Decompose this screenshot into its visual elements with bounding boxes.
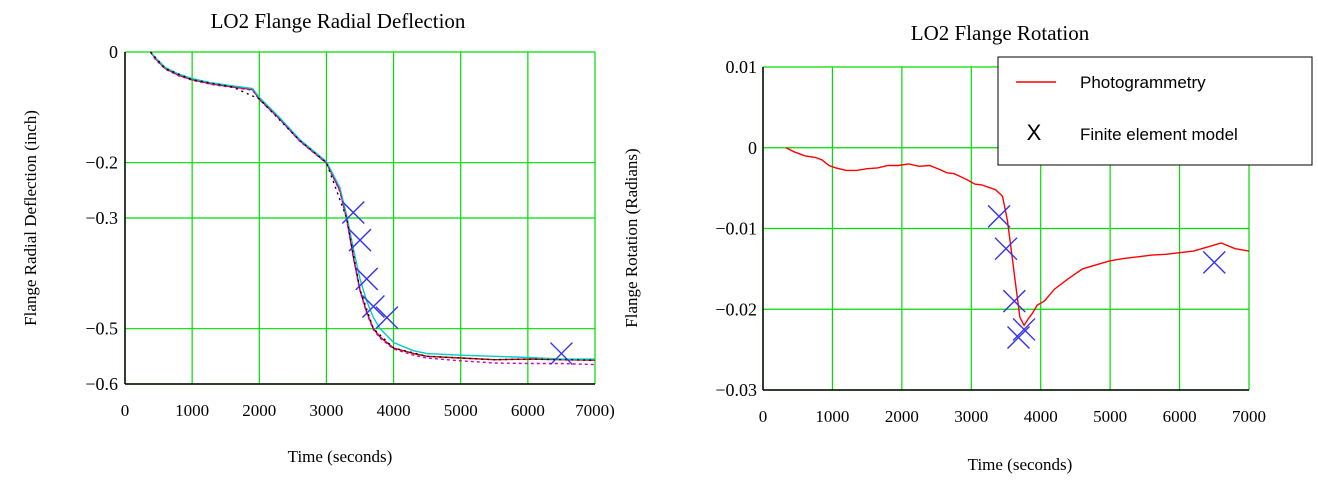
data-marker-x bbox=[1002, 289, 1026, 313]
y-tick-label: 0 bbox=[748, 138, 757, 158]
x-axis-label: Time (seconds) bbox=[968, 455, 1073, 474]
x-tick-label: 1000 bbox=[175, 401, 209, 420]
x-tick-label: 2000 bbox=[242, 401, 276, 420]
series-line-4 bbox=[149, 51, 596, 361]
axes-frame bbox=[762, 67, 1249, 391]
marker-group bbox=[341, 200, 573, 366]
y-tick-label: −0.3 bbox=[85, 208, 118, 228]
x-tick-label: 6000 bbox=[511, 401, 545, 420]
data-marker-x bbox=[361, 295, 385, 319]
x-tick-label: 5000 bbox=[1093, 407, 1127, 426]
legend-box bbox=[997, 56, 1313, 166]
legend-x-symbol: X bbox=[1027, 120, 1042, 145]
grid-lines bbox=[124, 51, 596, 385]
axes-frame bbox=[124, 52, 595, 385]
y-axis-label: Flange Radial Deflection (inch) bbox=[21, 110, 40, 326]
chart-title: LO2 Flange Radial Deflection bbox=[211, 9, 466, 33]
legend-label-finite-element: Finite element model bbox=[1080, 125, 1238, 144]
data-marker-x bbox=[1007, 326, 1030, 350]
x-tick-labels: 0 1000 2000 3000 4000 5000 6000 7000 bbox=[759, 407, 1266, 426]
x-tick-label: 0 bbox=[121, 401, 130, 420]
data-marker-x bbox=[1012, 317, 1036, 341]
x-tick-label: 7000 bbox=[1232, 407, 1266, 426]
x-tick-label: 2000 bbox=[885, 407, 919, 426]
data-marker-x bbox=[994, 237, 1018, 261]
series-line-1 bbox=[785, 147, 1250, 327]
x-tick-label: 6000 bbox=[1163, 407, 1197, 426]
y-tick-label: −0.2 bbox=[85, 153, 118, 173]
x-tick-label: 4000 bbox=[1024, 407, 1058, 426]
y-tick-label: 0.01 bbox=[726, 57, 758, 77]
chart-title: LO2 Flange Rotation bbox=[911, 21, 1090, 45]
marker-group bbox=[987, 204, 1226, 350]
data-marker-x bbox=[348, 228, 372, 252]
data-marker-x bbox=[341, 200, 365, 224]
x-tick-label: 3000 bbox=[309, 401, 343, 420]
data-marker-x bbox=[1202, 250, 1226, 274]
data-marker-x bbox=[355, 267, 379, 291]
x-tick-label: 7000) bbox=[575, 401, 615, 420]
y-tick-label: 0 bbox=[109, 42, 118, 62]
y-tick-label: −0.5 bbox=[85, 319, 118, 339]
y-tick-label: −0.03 bbox=[715, 380, 757, 400]
series-group bbox=[785, 147, 1250, 327]
series-group bbox=[149, 51, 596, 366]
y-tick-labels: 0.01 0 −0.01 −0.02 −0.03 bbox=[715, 57, 757, 400]
chart-flange-rotation: LO2 Flange Rotation Flange Rotation (Rad… bbox=[622, 21, 1313, 474]
x-tick-label: 5000 bbox=[444, 401, 478, 420]
x-tick-label: 3000 bbox=[954, 407, 988, 426]
x-tick-labels: 0 1000 2000 3000 4000 5000 6000 7000) bbox=[121, 401, 615, 420]
data-marker-x bbox=[375, 306, 399, 330]
y-tick-label: −0.6 bbox=[85, 374, 118, 394]
data-marker-x bbox=[987, 204, 1011, 228]
data-marker-x bbox=[549, 342, 573, 366]
x-tick-label: 0 bbox=[759, 407, 768, 426]
legend-label-photogrammetry: Photogrammetry bbox=[1080, 73, 1206, 92]
chart-radial-deflection: LO2 Flange Radial Deflection Flange Radi… bbox=[21, 9, 615, 466]
y-tick-label: −0.02 bbox=[715, 299, 757, 319]
x-tick-label: 1000 bbox=[815, 407, 849, 426]
x-axis-label: Time (seconds) bbox=[288, 447, 393, 466]
y-tick-label: −0.01 bbox=[715, 219, 757, 239]
legend: Photogrammetry X Finite element model bbox=[997, 56, 1313, 166]
x-tick-label: 4000 bbox=[377, 401, 411, 420]
y-axis-label: Flange Rotation (Radians) bbox=[622, 148, 641, 327]
series-line-3 bbox=[149, 51, 596, 366]
y-tick-labels: 0 −0.2 −0.3 −0.5 −0.6 bbox=[85, 42, 118, 394]
